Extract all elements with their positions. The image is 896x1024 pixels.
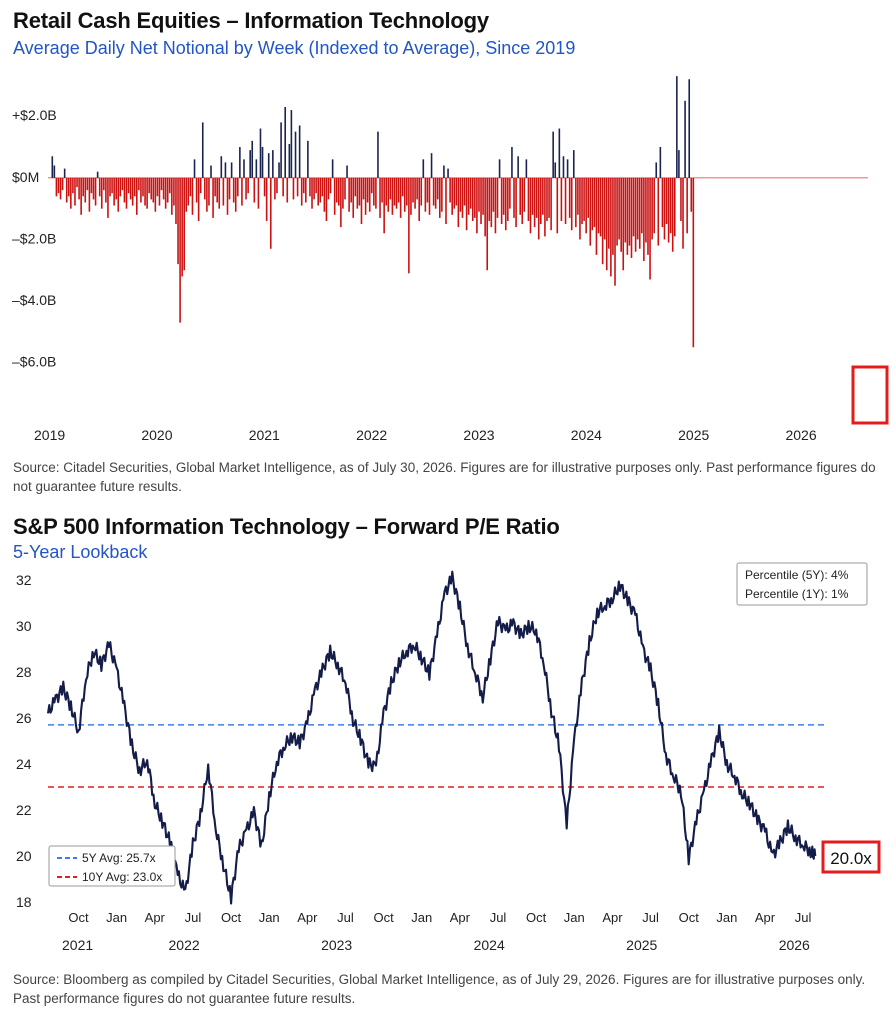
y-tick-label: 30 [16, 618, 32, 634]
year-label: 2024 [474, 937, 505, 953]
x-tick-label: 2022 [356, 427, 387, 443]
percentile-1y: Percentile (1Y): 1% [745, 587, 849, 601]
x-tick-label: Jan [411, 910, 432, 925]
end-value-box: 20.0x [821, 840, 881, 874]
y-tick-label: –$4.0B [12, 292, 56, 308]
x-tick-label: Oct [221, 910, 242, 925]
y-tick-label: 22 [16, 802, 32, 818]
legend-10y-label: 10Y Avg: 23.0x [82, 870, 162, 884]
x-tick-label: Jul [490, 910, 507, 925]
source-note-bottom: Source: Bloomberg as compiled by Citadel… [13, 972, 866, 1006]
y-tick-label: 32 [16, 572, 32, 588]
source-note-top: Source: Citadel Securities, Global Marke… [13, 460, 876, 494]
year-label: 2025 [626, 937, 657, 953]
year-label: 2021 [62, 937, 93, 953]
forward-pe-line-chart: 32 30 28 26 24 22 20 18 Oct Jan Apr Jul Oct Jan Apr Ju… [16, 562, 881, 953]
y-tick-label: 28 [16, 664, 32, 680]
y-tick-label: –$6.0B [12, 354, 56, 370]
percentile-box: Percentile (5Y): 4% Percentile (1Y): 1% [736, 562, 868, 606]
x-tick-label: Oct [526, 910, 547, 925]
y-tick-label: 24 [16, 756, 32, 772]
x-tick-label: 2026 [785, 427, 816, 443]
legend-5y-label: 5Y Avg: 25.7x [82, 851, 156, 865]
x-tick-label: 2023 [463, 427, 494, 443]
y-tick-label: 18 [16, 894, 32, 910]
x-tick-label: Apr [145, 910, 166, 925]
x-tick-label: Oct [679, 910, 700, 925]
end-value-label: 20.0x [830, 849, 872, 868]
x-tick-label: Apr [297, 910, 318, 925]
x-tick-label: Jul [795, 910, 812, 925]
x-tick-label: Jul [642, 910, 659, 925]
x-tick-label: Apr [755, 910, 776, 925]
y-tick-label: –$2.0B [12, 230, 56, 246]
x-tick-label: Jan [716, 910, 737, 925]
x-tick-label: Apr [602, 910, 623, 925]
chart2-title: S&P 500 Information Technology – Forward… [13, 514, 560, 539]
retail-flow-bar-chart: +$2.0B $0M –$2.0B –$4.0B –$6.0B 2019 2020 2021… [12, 76, 889, 443]
x-tick-label: 2024 [571, 427, 602, 443]
x-tick-label: Jul [337, 910, 354, 925]
x-tick-label: 2019 [34, 427, 65, 443]
x-tick-label: Oct [373, 910, 394, 925]
y-tick-label: $0M [12, 169, 39, 185]
x-tick-label: Oct [68, 910, 89, 925]
y-tick-label: 20 [16, 848, 32, 864]
x-tick-label: Jan [106, 910, 127, 925]
percentile-5y: Percentile (5Y): 4% [745, 568, 849, 582]
x-tick-label: 2025 [678, 427, 709, 443]
legend: 5Y Avg: 25.7x 10Y Avg: 23.0x [48, 845, 176, 887]
highlight-box [851, 365, 889, 425]
chart1-title: Retail Cash Equities – Information Techn… [13, 8, 489, 33]
y-tick-label: +$2.0B [12, 107, 57, 123]
x-tick-label: Apr [450, 910, 471, 925]
y-tick-label: 26 [16, 710, 32, 726]
x-tick-label: Jan [564, 910, 585, 925]
x-tick-label: 2020 [141, 427, 172, 443]
year-label: 2023 [321, 937, 352, 953]
chart2-subtitle: 5-Year Lookback [13, 542, 148, 562]
x-tick-label: Jan [259, 910, 280, 925]
x-tick-label: 2021 [249, 427, 280, 443]
x-tick-label: Jul [185, 910, 202, 925]
pe-series-line [46, 570, 817, 905]
year-label: 2022 [169, 937, 200, 953]
year-label: 2026 [779, 937, 810, 953]
chart1-subtitle: Average Daily Net Notional by Week (Inde… [13, 38, 576, 58]
